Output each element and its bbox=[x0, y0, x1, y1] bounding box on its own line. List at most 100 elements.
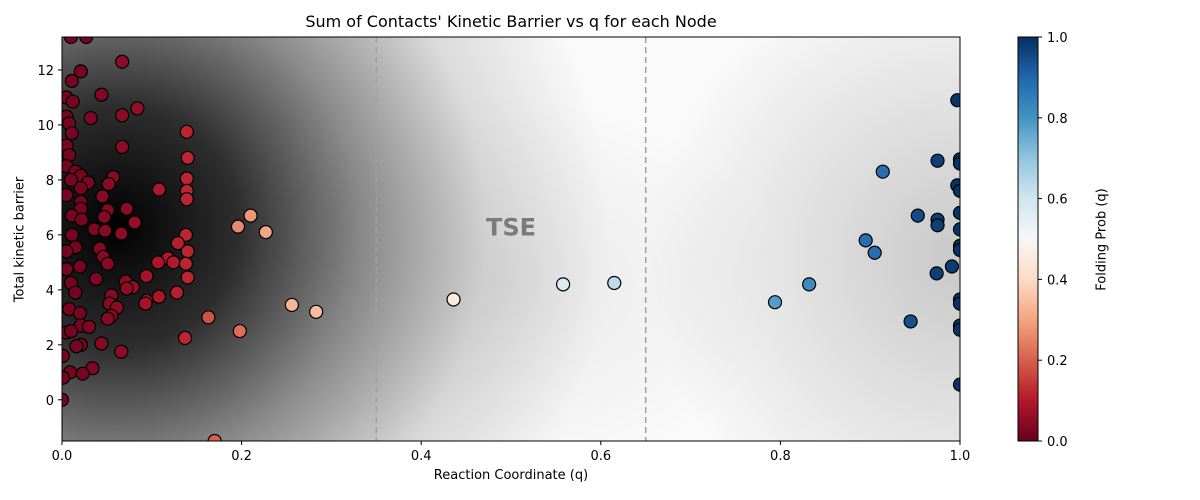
data-point bbox=[952, 377, 960, 392]
data-point bbox=[929, 266, 944, 281]
data-point bbox=[62, 370, 70, 385]
data-point bbox=[114, 344, 129, 359]
data-point bbox=[101, 176, 116, 192]
data-point bbox=[952, 242, 960, 258]
colorbar-gradient bbox=[1017, 36, 1039, 442]
x-tick-label: 0.6 bbox=[590, 449, 611, 464]
data-point bbox=[127, 215, 142, 230]
data-point bbox=[81, 319, 97, 335]
data-point bbox=[903, 314, 918, 329]
y-axis-ticks: 0 2 4 6 8 10 12 bbox=[37, 64, 62, 409]
data-point bbox=[201, 310, 216, 325]
data-point bbox=[867, 245, 882, 260]
x-axis-label: Reaction Coordinate (q) bbox=[433, 468, 589, 483]
colorbar-label: Folding Prob (q) bbox=[1094, 188, 1110, 291]
data-point bbox=[952, 296, 960, 311]
data-point bbox=[910, 208, 925, 223]
x-axis-ticks: 0.0 0.2 0.4 0.6 0.8 1.0 bbox=[52, 441, 971, 464]
data-point bbox=[952, 205, 960, 220]
data-point bbox=[62, 262, 74, 277]
colorbar-tick-label: 0.2 bbox=[1047, 354, 1068, 369]
data-point bbox=[207, 433, 222, 441]
data-point bbox=[150, 255, 166, 270]
data-point bbox=[179, 171, 194, 186]
data-point bbox=[68, 285, 83, 300]
chart-title: Sum of Contacts' Kinetic Barrier vs q fo… bbox=[305, 12, 717, 31]
data-point bbox=[64, 227, 79, 242]
data-point bbox=[64, 126, 79, 141]
data-point bbox=[180, 270, 195, 285]
data-point bbox=[79, 37, 94, 45]
colorbar: 0.0 0.2 0.4 0.6 0.8 1.0 bbox=[1017, 31, 1068, 450]
data-point bbox=[952, 222, 960, 237]
density-background bbox=[62, 37, 960, 441]
data-point bbox=[114, 226, 129, 241]
data-point bbox=[63, 37, 79, 45]
data-point bbox=[130, 101, 145, 116]
data-point bbox=[119, 201, 134, 216]
data-point bbox=[139, 269, 154, 284]
data-point bbox=[75, 366, 90, 381]
x-tick-label: 0.2 bbox=[231, 449, 252, 464]
data-point bbox=[151, 289, 167, 304]
y-tick-label: 6 bbox=[46, 229, 54, 244]
colorbar-tick-label: 0.8 bbox=[1047, 112, 1068, 127]
data-point bbox=[179, 124, 194, 139]
data-point bbox=[65, 94, 80, 109]
plot-frame bbox=[61, 36, 961, 442]
data-point bbox=[72, 306, 88, 321]
data-point bbox=[180, 150, 195, 166]
colorbar-tick-label: 0.0 bbox=[1047, 435, 1068, 450]
data-point bbox=[63, 323, 79, 339]
data-point bbox=[73, 64, 88, 79]
data-point bbox=[64, 73, 79, 89]
y-tick-label: 2 bbox=[46, 339, 54, 354]
colorbar-tick-label: 0.4 bbox=[1047, 273, 1068, 288]
data-point bbox=[100, 311, 115, 326]
data-point bbox=[258, 225, 273, 240]
data-point bbox=[115, 54, 130, 69]
y-axis-label: Total kinetic barrier bbox=[12, 176, 28, 303]
data-point bbox=[930, 153, 945, 168]
data-point bbox=[952, 322, 960, 337]
data-point bbox=[97, 209, 112, 225]
data-point bbox=[95, 189, 110, 204]
data-points bbox=[62, 37, 960, 441]
data-point bbox=[138, 296, 153, 311]
y-tick-label: 10 bbox=[37, 119, 54, 134]
data-point bbox=[230, 219, 246, 234]
data-point bbox=[607, 275, 622, 291]
data-point bbox=[115, 139, 130, 155]
data-point bbox=[177, 330, 193, 346]
tse-annotation: TSE bbox=[486, 214, 536, 242]
x-tick-label: 0.0 bbox=[52, 449, 73, 464]
data-point bbox=[952, 183, 960, 199]
data-point bbox=[180, 244, 195, 259]
data-point bbox=[944, 259, 960, 274]
data-point bbox=[62, 392, 70, 407]
data-point bbox=[767, 295, 783, 310]
colorbar-tick-label: 1.0 bbox=[1047, 31, 1068, 46]
y-tick-label: 0 bbox=[46, 394, 54, 409]
data-point bbox=[243, 208, 258, 223]
x-tick-label: 0.4 bbox=[411, 449, 432, 464]
data-point bbox=[63, 172, 79, 188]
x-tick-label: 1.0 bbox=[950, 449, 971, 464]
data-point bbox=[83, 110, 98, 126]
y-tick-label: 8 bbox=[46, 174, 54, 189]
data-point bbox=[89, 271, 104, 286]
data-point bbox=[69, 339, 84, 354]
data-point bbox=[555, 277, 571, 292]
data-point bbox=[950, 93, 960, 108]
colorbar-ticks: 0.0 0.2 0.4 0.6 0.8 1.0 bbox=[1038, 31, 1068, 450]
data-point bbox=[151, 182, 167, 197]
data-point bbox=[179, 192, 194, 207]
colorbar-tick-label: 0.6 bbox=[1047, 193, 1068, 208]
x-tick-label: 0.8 bbox=[770, 449, 791, 464]
data-point bbox=[62, 187, 74, 203]
data-point bbox=[73, 181, 88, 196]
data-point bbox=[802, 277, 817, 292]
data-point bbox=[62, 244, 74, 259]
tse-boundary-lines bbox=[375, 37, 647, 441]
